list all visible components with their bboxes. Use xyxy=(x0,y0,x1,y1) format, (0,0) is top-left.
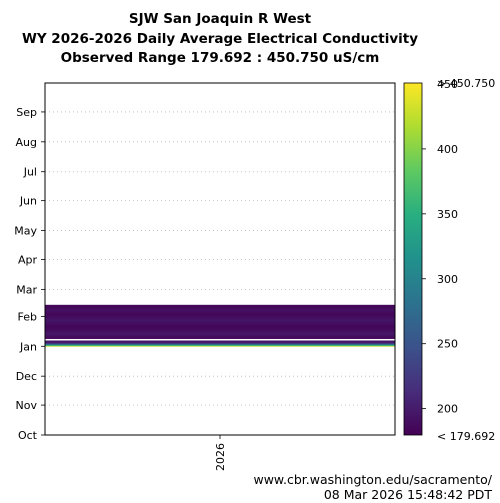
colorbar-axis: 200 250 300 350 400 450> 450.750 < 179.692 xyxy=(422,77,495,443)
heatmap-cells xyxy=(45,304,395,347)
heatmap-cell xyxy=(45,327,395,329)
heatmap-cell xyxy=(45,340,395,342)
heatmap-cell xyxy=(45,320,395,323)
heatmap-cell xyxy=(45,304,395,307)
heatmap-cell xyxy=(45,319,395,322)
x-tick-label: 2026 xyxy=(214,443,227,471)
heatmap-cell xyxy=(45,337,395,339)
heatmap-cell xyxy=(45,324,395,326)
heatmap-cell xyxy=(45,342,395,344)
plot-frame xyxy=(44,82,396,436)
colorbar-tick-label-300: 300 xyxy=(437,273,458,286)
y-tick-label-nov: Nov xyxy=(16,399,38,412)
heatmap-cell xyxy=(45,317,395,320)
heatmap-cell xyxy=(45,314,395,316)
heatmap-cell xyxy=(45,342,395,344)
y-tick-label-aug: Aug xyxy=(16,136,37,149)
heatmap-cell xyxy=(45,323,395,325)
heatmap-cell xyxy=(45,332,395,335)
heatmap-cell xyxy=(45,345,395,347)
footer-timestamp: 08 Mar 2026 15:48:42 PDT xyxy=(323,487,492,502)
heatmap-cell xyxy=(45,342,395,343)
grid-lines xyxy=(45,111,395,406)
y-tick-label-jul: Jul xyxy=(23,166,37,179)
chart-subtitle: WY 2026-2026 Daily Average Electrical Co… xyxy=(21,31,419,47)
heatmap-cell xyxy=(45,315,395,317)
heatmap-cell xyxy=(45,316,395,319)
heatmap-cell xyxy=(45,331,395,333)
heatmap-cell xyxy=(45,344,395,346)
chart-title: SJW San Joaquin R West xyxy=(128,11,312,27)
heatmap-cell xyxy=(45,343,395,345)
heatmap-cell xyxy=(45,321,395,324)
heatmap-cell xyxy=(45,335,395,338)
heatmap-cell xyxy=(45,306,395,309)
heatmap-cell xyxy=(45,311,395,313)
heatmap-cell xyxy=(45,322,395,324)
footer-url: www.cbr.washington.edu/sacramento/ xyxy=(253,472,492,487)
heatmap-cell xyxy=(45,305,395,308)
heatmap-cell xyxy=(45,331,395,334)
heatmap-cell xyxy=(45,328,395,330)
heatmap-cell xyxy=(45,307,395,309)
heatmap-cell xyxy=(45,312,395,314)
heatmap-cell xyxy=(45,318,395,321)
y-tick-label-dec: Dec xyxy=(16,370,37,383)
chart-range-line: Observed Range 179.692 : 450.750 uS/cm xyxy=(60,50,380,66)
colorbar xyxy=(403,82,423,436)
heatmap-cell xyxy=(45,333,395,336)
colorbar-tick-label-250: 250 xyxy=(437,338,458,351)
colorbar-top-tick-label: 450 xyxy=(437,78,458,91)
heatmap-cell xyxy=(45,345,395,347)
y-tick-label-jun: Jun xyxy=(19,195,37,208)
y-tick-label-sep: Sep xyxy=(16,106,37,119)
x-axis: 2026 xyxy=(214,435,227,471)
y-tick-label-apr: Apr xyxy=(18,253,38,266)
heatmap-cell xyxy=(45,330,395,332)
heatmap-cell xyxy=(45,309,395,311)
colorbar-tick-label-400: 400 xyxy=(437,143,458,156)
heatmap-cell xyxy=(45,310,395,312)
heatmap-cell xyxy=(45,326,395,328)
y-tick-label-may: May xyxy=(14,225,37,238)
colorbar-max-label: > 450.750 xyxy=(437,77,495,90)
colorbar-tick-label-350: 350 xyxy=(437,208,458,221)
heatmap-cell xyxy=(45,325,395,327)
y-tick-label-oct: Oct xyxy=(18,429,38,442)
y-axis: Oct Nov Dec Jan Feb Mar Apr May Jun Jul Aug Sep xyxy=(14,106,45,442)
heatmap-cell xyxy=(45,345,395,346)
colorbar-tick-label-200: 200 xyxy=(437,403,458,416)
heatmap-cell xyxy=(45,313,395,315)
heatmap-cell xyxy=(45,334,395,337)
y-tick-label-feb: Feb xyxy=(18,310,37,323)
heatmap-cell xyxy=(45,329,395,331)
heatmap-cell xyxy=(45,343,395,345)
colorbar-min-label: < 179.692 xyxy=(437,430,495,443)
y-tick-label-mar: Mar xyxy=(16,283,37,296)
heatmap-cell xyxy=(45,341,395,343)
heatmap-cell xyxy=(45,308,395,310)
heatmap-cell xyxy=(45,344,395,346)
heatmap-cell xyxy=(45,341,395,343)
heatmap-cell xyxy=(45,336,395,339)
heatmap-cell xyxy=(45,340,395,342)
heatmap-cell xyxy=(45,316,395,318)
y-tick-label-jan: Jan xyxy=(19,340,37,353)
